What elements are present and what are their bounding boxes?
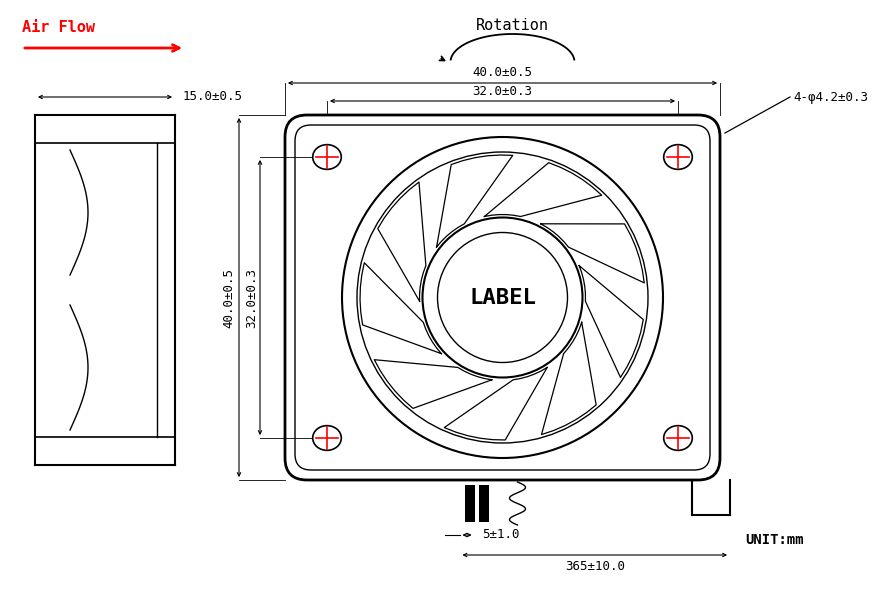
Text: Rotation: Rotation (476, 18, 549, 33)
Circle shape (357, 152, 648, 443)
Ellipse shape (664, 425, 692, 450)
Circle shape (438, 233, 568, 362)
Text: 365±10.0: 365±10.0 (565, 560, 625, 573)
Bar (464, 485, 475, 522)
Text: 40.0±0.5: 40.0±0.5 (473, 66, 532, 79)
Text: 32.0±0.3: 32.0±0.3 (473, 85, 532, 98)
Text: 4-φ4.2±0.3: 4-φ4.2±0.3 (793, 90, 868, 104)
Circle shape (423, 218, 583, 378)
Text: 5±1.0: 5±1.0 (483, 528, 520, 542)
Circle shape (342, 137, 663, 458)
FancyBboxPatch shape (285, 115, 720, 480)
Text: LABEL: LABEL (469, 287, 536, 307)
Text: Air Flow: Air Flow (22, 21, 95, 36)
Text: 32.0±0.3: 32.0±0.3 (245, 267, 258, 327)
Ellipse shape (664, 145, 692, 169)
Text: 40.0±0.5: 40.0±0.5 (222, 267, 235, 327)
Bar (478, 485, 489, 522)
Ellipse shape (313, 425, 341, 450)
Ellipse shape (313, 145, 341, 169)
Text: 15.0±0.5: 15.0±0.5 (183, 90, 243, 104)
Text: UNIT:mm: UNIT:mm (745, 533, 804, 547)
